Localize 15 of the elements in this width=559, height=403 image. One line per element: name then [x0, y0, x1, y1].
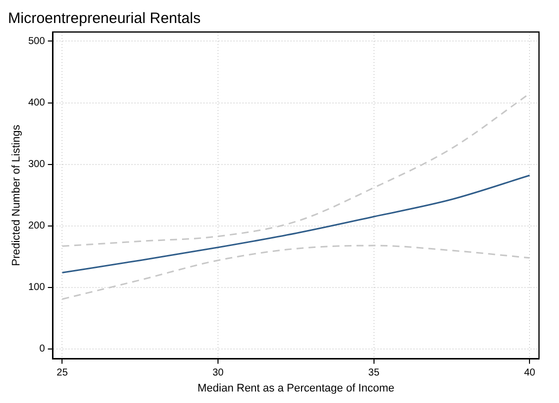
- y-tick-label: 300: [28, 159, 46, 170]
- y-tick-label: 100: [28, 282, 46, 294]
- x-tick-label: 25: [56, 368, 68, 379]
- x-tick-label: 35: [368, 368, 380, 379]
- x-tick-label: 40: [524, 368, 536, 379]
- x-axis-title: Median Rent as a Percentage of Income: [197, 382, 394, 394]
- y-tick-label: 0: [39, 344, 46, 355]
- line-series: [61, 174, 530, 274]
- line-series: [61, 244, 530, 300]
- y-tick-label: 500: [28, 36, 46, 47]
- chart-title: Microentrepreneurial Rentals: [8, 10, 201, 28]
- x-tick-label: 30: [212, 368, 224, 379]
- y-tick-label: 400: [28, 98, 46, 109]
- y-axis-title: Predicted Number of Listings: [10, 124, 23, 266]
- y-tick-label: 200: [28, 220, 46, 232]
